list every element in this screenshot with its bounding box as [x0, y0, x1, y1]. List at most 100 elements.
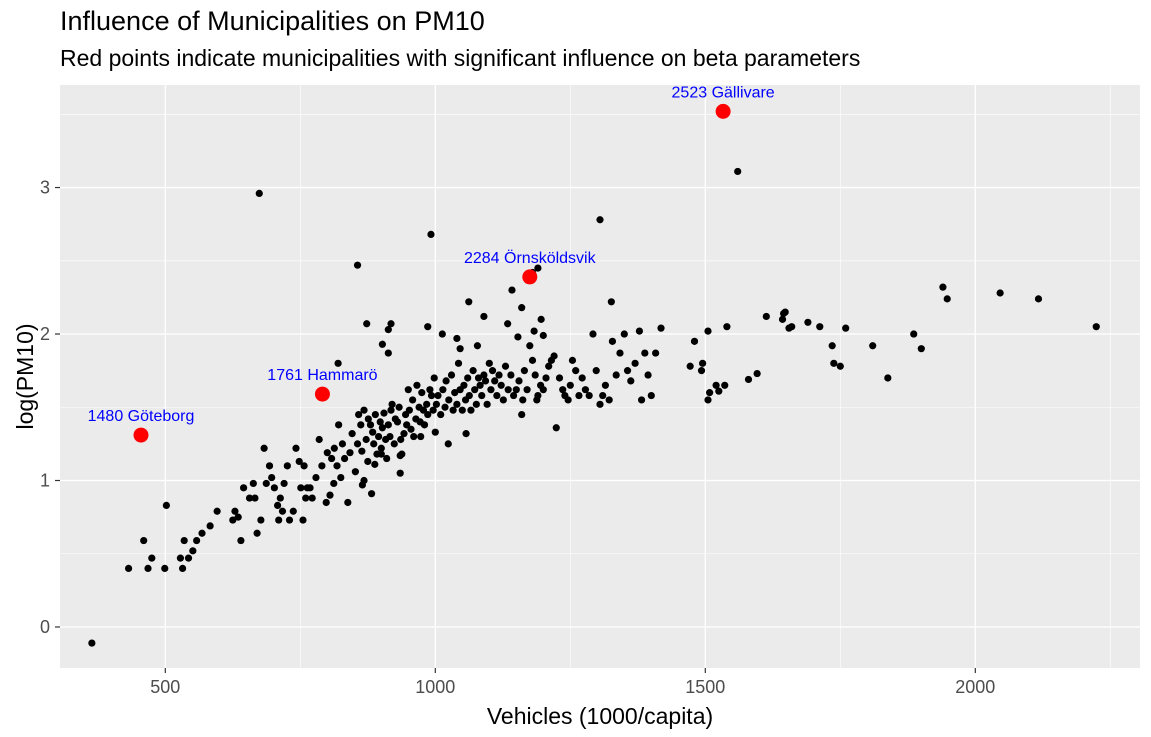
data-point — [395, 403, 403, 411]
axes: 500 1000 1500 2000 0 1 2 3 — [40, 178, 995, 697]
data-point — [251, 494, 259, 502]
data-point — [454, 359, 463, 367]
data-point — [564, 396, 572, 404]
data-point — [292, 444, 300, 452]
data-point — [910, 330, 918, 338]
x-tick-label: 2000 — [955, 677, 995, 697]
data-point — [607, 298, 615, 306]
data-point — [353, 440, 362, 448]
data-point — [265, 462, 274, 470]
data-point — [189, 547, 197, 555]
data-point — [552, 424, 560, 432]
influential-point-label: 1761 Hammarö — [267, 367, 377, 384]
data-point — [620, 330, 628, 338]
data-point — [487, 386, 495, 394]
data-point — [300, 462, 308, 470]
data-point — [377, 444, 385, 452]
data-point — [367, 490, 376, 498]
data-point — [578, 374, 586, 382]
data-point — [364, 415, 372, 423]
data-point — [409, 396, 417, 404]
data-point — [445, 396, 453, 404]
data-point — [323, 449, 331, 457]
data-point — [550, 352, 558, 360]
data-point — [473, 342, 482, 350]
data-point — [371, 460, 379, 468]
data-point — [480, 371, 488, 379]
data-point — [474, 374, 483, 382]
data-point — [299, 516, 307, 524]
data-point — [884, 374, 892, 382]
data-point — [712, 381, 720, 389]
data-point — [162, 501, 170, 510]
data-point — [355, 410, 363, 419]
data-point — [605, 396, 613, 404]
data-point — [360, 406, 368, 414]
data-point — [387, 320, 395, 328]
data-point — [495, 371, 503, 379]
data-point — [480, 312, 488, 321]
data-point — [488, 367, 497, 375]
data-point — [344, 498, 352, 507]
data-point — [592, 367, 600, 375]
data-point — [453, 334, 461, 343]
data-point — [439, 386, 447, 394]
data-point — [438, 330, 446, 338]
data-point — [530, 327, 538, 335]
data-points — [88, 167, 1100, 647]
data-point — [686, 362, 694, 370]
data-point — [407, 425, 415, 433]
data-point — [721, 381, 729, 389]
y-tick-label: 0 — [40, 617, 50, 637]
data-point — [828, 342, 836, 350]
data-point — [431, 428, 439, 436]
data-point — [499, 396, 507, 404]
data-point — [362, 435, 370, 444]
data-point — [280, 479, 288, 488]
data-point — [723, 323, 731, 331]
data-point — [386, 432, 394, 441]
data-point — [278, 507, 287, 515]
data-point — [744, 375, 753, 384]
data-point — [520, 367, 529, 375]
data-point — [420, 421, 429, 429]
data-point — [423, 400, 431, 408]
x-tick-label: 1500 — [685, 677, 725, 697]
data-point — [353, 261, 362, 269]
data-point — [364, 457, 372, 466]
data-point — [559, 386, 567, 394]
data-point — [467, 406, 475, 414]
data-point — [697, 367, 706, 375]
data-point — [485, 359, 493, 367]
data-point — [378, 424, 386, 432]
data-point — [388, 400, 396, 408]
data-point — [315, 435, 323, 444]
data-point — [652, 349, 660, 357]
influential-point-label: 2523 Gällivare — [672, 84, 775, 101]
data-point — [338, 440, 347, 448]
data-point — [568, 356, 577, 364]
data-point — [581, 386, 590, 394]
data-point — [599, 391, 607, 400]
data-point — [383, 454, 391, 463]
data-point — [575, 391, 583, 400]
data-point — [491, 377, 499, 385]
data-point — [176, 554, 185, 562]
data-point — [274, 501, 282, 510]
data-point — [417, 432, 425, 441]
data-point — [493, 391, 501, 400]
data-point — [283, 462, 291, 470]
data-point — [451, 389, 459, 397]
data-point — [144, 564, 152, 572]
data-point — [623, 367, 632, 375]
data-point — [302, 494, 310, 502]
data-point — [322, 498, 330, 507]
influential-point — [314, 386, 330, 402]
data-point — [631, 359, 639, 367]
data-point — [534, 264, 542, 272]
data-point — [193, 536, 201, 545]
data-point — [148, 554, 156, 562]
data-point — [635, 327, 644, 335]
data-point — [366, 421, 375, 429]
